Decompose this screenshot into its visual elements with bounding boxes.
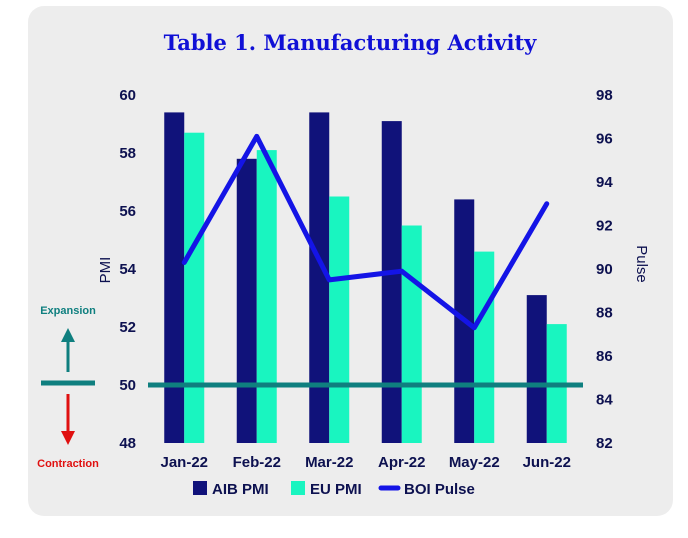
right-tick-label: 96 xyxy=(596,131,613,148)
category-tick-label: May-22 xyxy=(449,454,500,471)
contraction-arrow-icon xyxy=(61,394,75,445)
bar-eu-pmi xyxy=(184,132,205,443)
line-series xyxy=(181,133,550,331)
right-tick-label: 82 xyxy=(596,435,613,452)
left-tick-label: 48 xyxy=(119,435,136,452)
right-tick-label: 84 xyxy=(596,392,613,409)
left-tick-label: 58 xyxy=(119,145,136,162)
legend: AIB PMI EU PMI BOI Pulse xyxy=(193,481,475,498)
bar-aib-pmi xyxy=(164,112,185,444)
bar-aib-pmi xyxy=(526,295,547,443)
contraction-label: Contraction xyxy=(37,458,99,470)
bar-eu-pmi xyxy=(474,251,495,443)
legend-label-eu-pmi: EU PMI xyxy=(310,481,362,498)
right-tick-label: 92 xyxy=(596,218,613,235)
bar-eu-pmi xyxy=(329,196,350,443)
left-axis-title: PMI xyxy=(97,257,114,284)
legend-swatch-aib-pmi xyxy=(193,481,207,495)
left-axis-ticks: 48 50 52 54 56 58 60 xyxy=(119,87,136,452)
category-tick-label: Jun-22 xyxy=(523,454,571,471)
right-tick-label: 94 xyxy=(596,174,613,191)
right-tick-label: 90 xyxy=(596,261,613,278)
line-boi-pulse xyxy=(181,133,550,331)
left-tick-label: 54 xyxy=(119,261,136,278)
left-tick-label: 50 xyxy=(119,377,136,394)
bar-eu-pmi xyxy=(256,150,277,443)
right-tick-label: 98 xyxy=(596,87,613,104)
legend-label-boi-pulse: BOI Pulse xyxy=(404,481,475,498)
category-axis-ticks: Jan-22 Feb-22 Mar-22 Apr-22 May-22 Jun-22 xyxy=(160,454,570,471)
left-tick-label: 60 xyxy=(119,87,136,104)
right-axis-title: Pulse xyxy=(633,245,650,283)
bar-aib-pmi xyxy=(309,112,330,444)
chart-title: Table 1. Manufacturing Activity xyxy=(164,30,538,55)
bar-aib-pmi xyxy=(236,158,257,444)
left-tick-label: 52 xyxy=(119,319,136,336)
right-tick-label: 88 xyxy=(596,305,613,322)
bar-group xyxy=(164,112,567,444)
category-tick-label: Jan-22 xyxy=(160,454,208,471)
expansion-label: Expansion xyxy=(40,305,96,317)
right-axis-ticks: 82 84 86 88 90 92 94 96 98 xyxy=(596,87,613,452)
bar-eu-pmi xyxy=(401,225,422,443)
left-tick-label: 56 xyxy=(119,203,136,220)
legend-label-aib-pmi: AIB PMI xyxy=(212,481,269,498)
category-tick-label: Mar-22 xyxy=(305,454,353,471)
expansion-arrow-icon xyxy=(61,328,75,372)
category-tick-label: Feb-22 xyxy=(233,454,281,471)
bar-aib-pmi xyxy=(381,121,402,443)
category-tick-label: Apr-22 xyxy=(378,454,426,471)
right-tick-label: 86 xyxy=(596,348,613,365)
legend-swatch-eu-pmi xyxy=(291,481,305,495)
